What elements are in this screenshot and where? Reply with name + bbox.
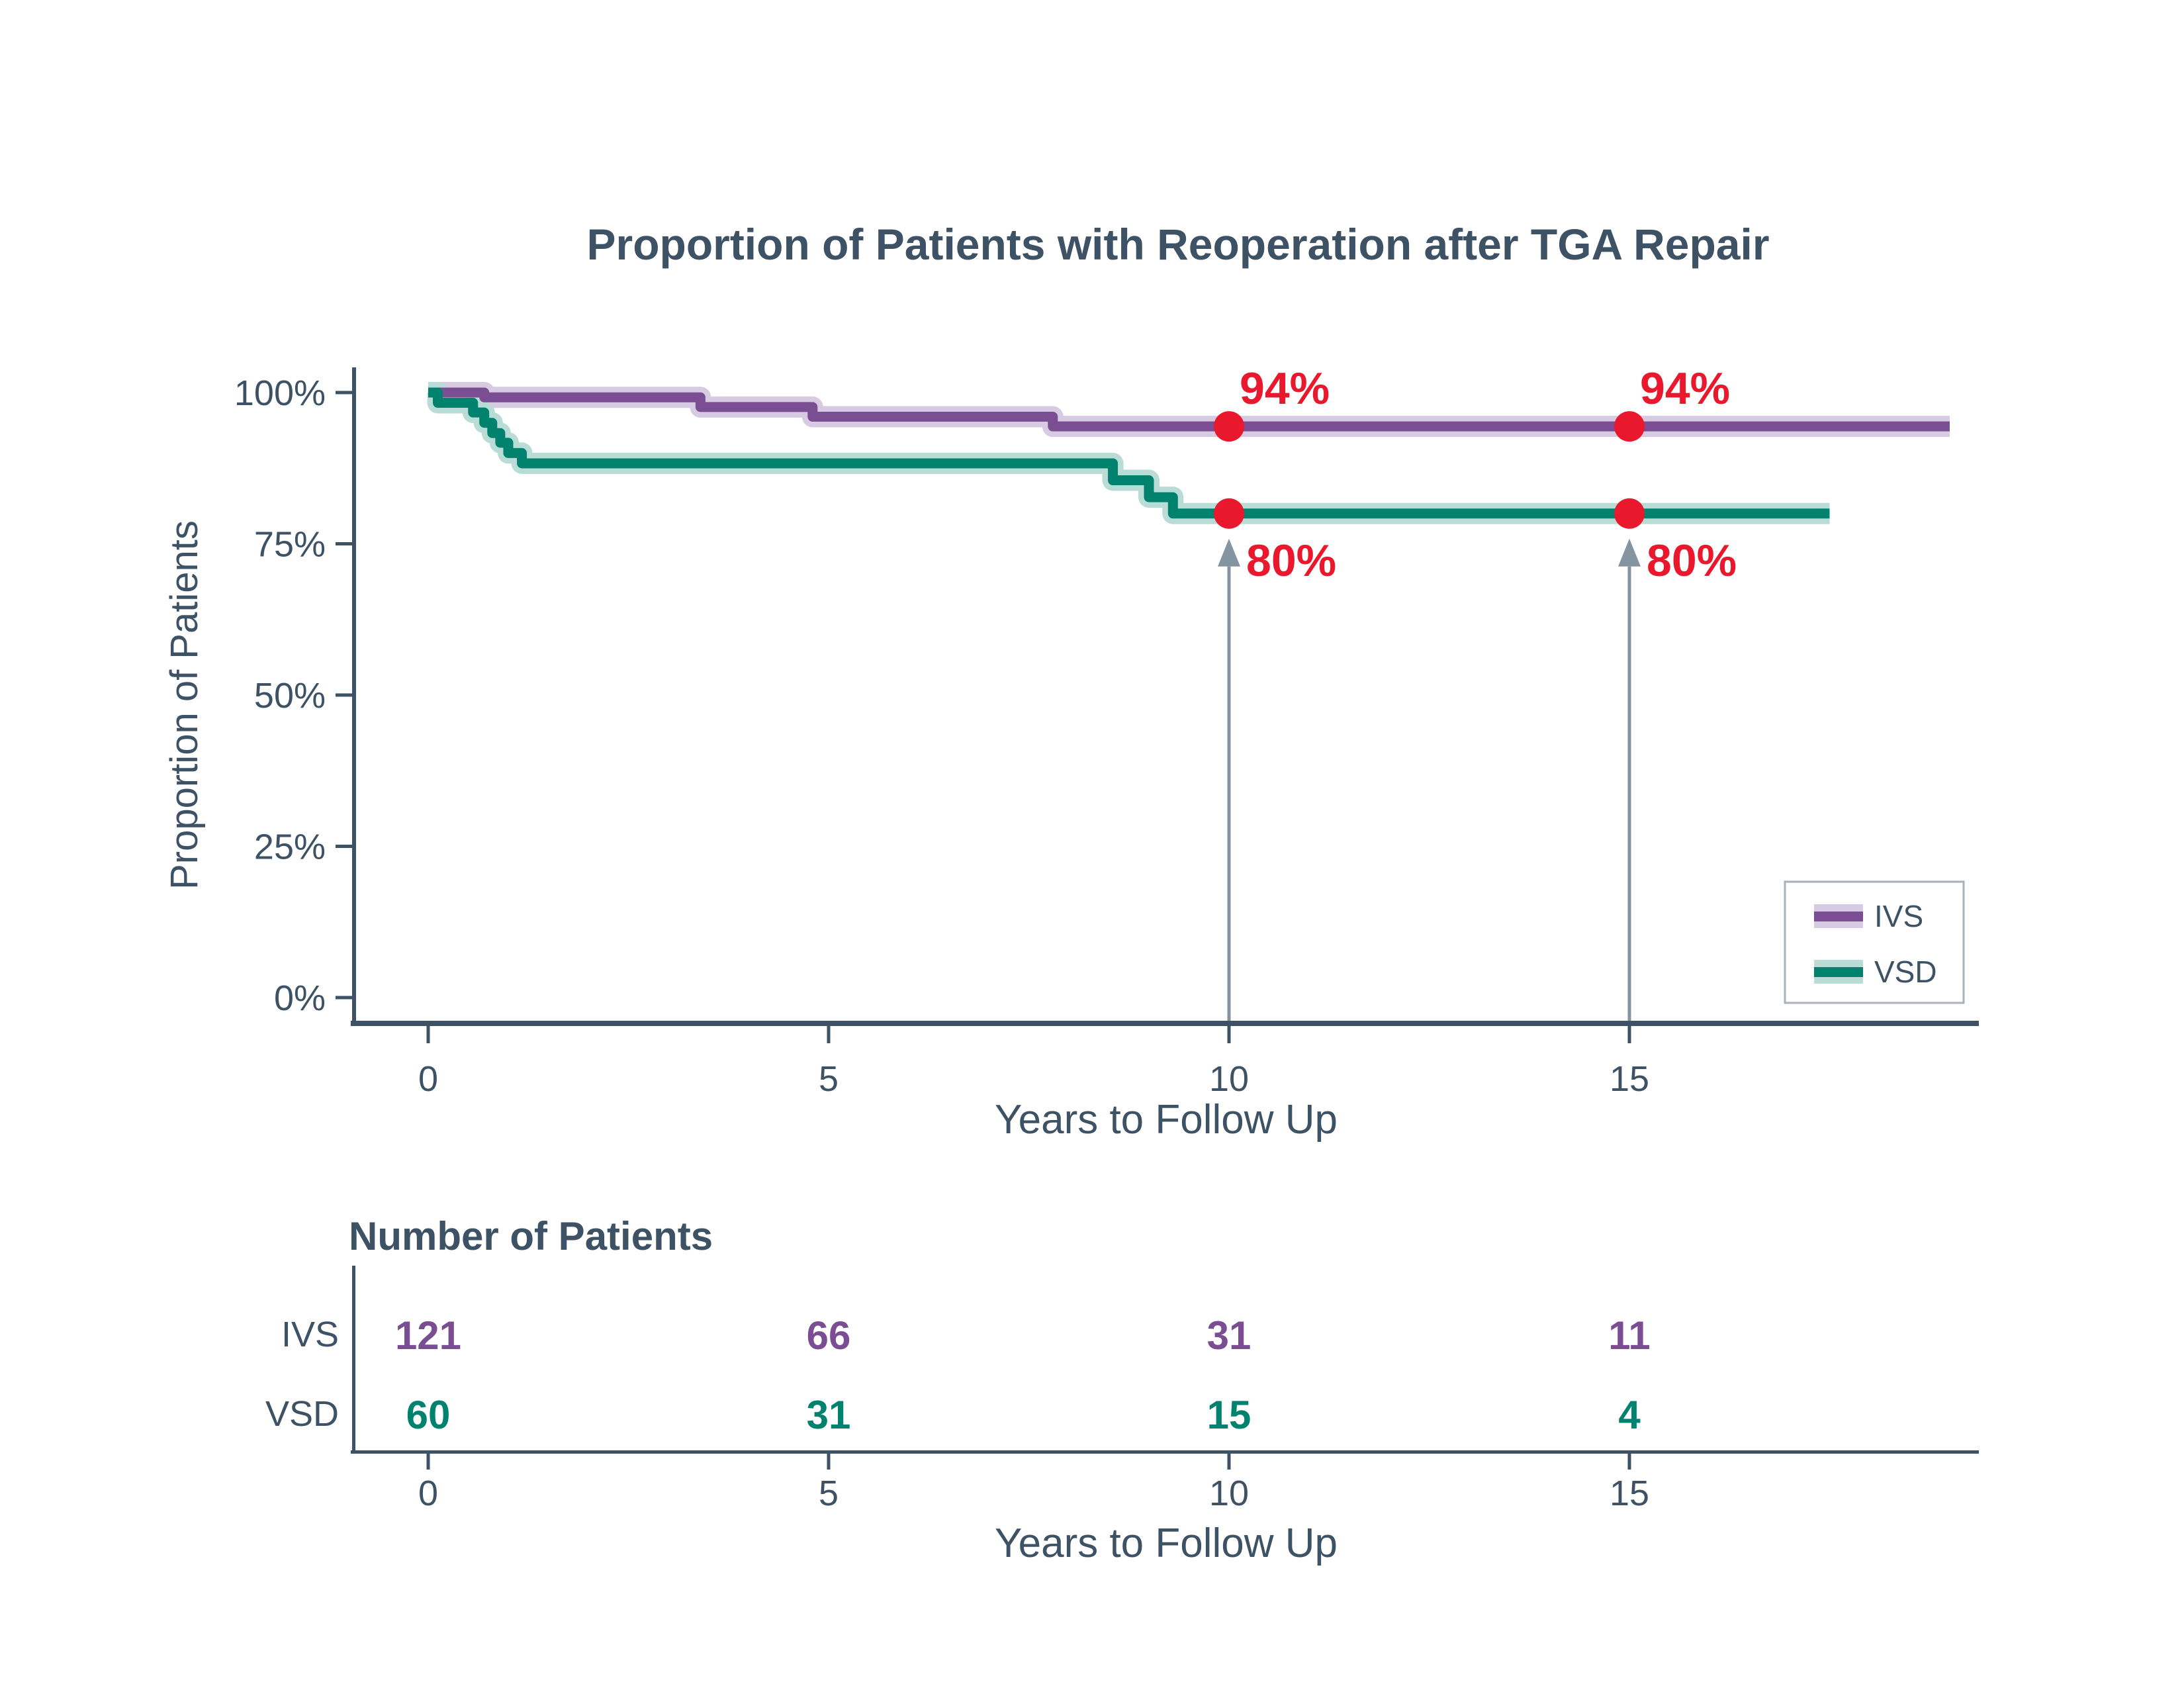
x-tick-label: 0 (418, 1059, 438, 1099)
x-tick-mark (1627, 1023, 1631, 1043)
risk-count-ivs: 11 (1608, 1313, 1650, 1358)
risk-count-vsd: 60 (406, 1393, 451, 1437)
table-tick-label: 5 (819, 1474, 839, 1513)
annotation-dot (1214, 411, 1244, 442)
risk-count-ivs: 66 (807, 1313, 851, 1358)
survival-curve-ivs (428, 387, 1950, 432)
risk-table-left-axis (352, 1266, 355, 1452)
annotation-dot (1614, 411, 1645, 442)
survival-curve-vsd (428, 387, 1830, 519)
chart-title: Proportion of Patients with Reoperation … (586, 220, 1769, 269)
risk-count-vsd: 4 (1618, 1393, 1641, 1437)
y-tick-label: 25% (254, 827, 326, 867)
x-tick-label: 15 (1610, 1059, 1649, 1099)
risk-table-row-label-vsd: VSD (265, 1394, 339, 1434)
table-tick-label: 15 (1610, 1474, 1649, 1513)
y-tick-label: 0% (274, 978, 326, 1018)
x-axis-title: Years to Follow Up (995, 1097, 1338, 1143)
risk-table-row-label-ivs: IVS (281, 1315, 339, 1354)
x-tick-label: 10 (1209, 1059, 1249, 1099)
y-tick-mark (336, 996, 354, 1000)
survival-curves-layer (428, 387, 1950, 519)
risk-count-ivs: 31 (1207, 1313, 1251, 1358)
table-tick-mark (1627, 1452, 1631, 1470)
table-tick-mark (1227, 1452, 1231, 1470)
risk-count-vsd: 31 (807, 1393, 851, 1437)
table-tick-label: 10 (1209, 1474, 1249, 1513)
table-tick-label: 0 (418, 1474, 438, 1513)
y-tick-mark (336, 542, 354, 545)
risk-table-ticks-layer: 0 5 10 15 (418, 1452, 1649, 1513)
annotation-label: 80% (1246, 536, 1336, 586)
risk-table-x-axis-title: Years to Follow Up (995, 1521, 1338, 1566)
risk-table: Number of Patients IVS VSD 121 66 31 11 60 31… (265, 1214, 1979, 1566)
risk-table-values-layer: 121 66 31 11 60 31 15 4 (395, 1313, 1651, 1437)
arrow-head-up-icon (1218, 538, 1240, 567)
legend-label-vsd: VSD (1874, 955, 1937, 989)
table-tick-mark (827, 1452, 831, 1470)
legend-swatch-vsd-line (1814, 967, 1863, 977)
annotation-label: 80% (1647, 536, 1737, 586)
y-tick-mark (336, 845, 354, 848)
risk-table-title: Number of Patients (349, 1214, 713, 1258)
risk-table-bottom-axis (351, 1450, 1979, 1454)
legend-swatch-ivs-line (1814, 912, 1863, 921)
annotation-arrows-layer (1218, 538, 1641, 1021)
legend: IVS VSD (1784, 880, 1965, 1004)
y-tick-label: 50% (254, 676, 326, 716)
x-axis-line (351, 1021, 1979, 1026)
x-tick-mark (1227, 1023, 1231, 1043)
arrow-shaft (1227, 566, 1231, 1021)
annotation-labels-layer: 94% 94% 80% 80% (1240, 363, 1737, 586)
y-tick-mark (336, 693, 354, 697)
annotation-dot (1214, 498, 1244, 529)
x-tick-mark (426, 1023, 430, 1043)
ci-band-vsd (427, 382, 1830, 524)
y-tick-label: 100% (234, 373, 326, 413)
table-tick-mark (426, 1452, 430, 1470)
annotation-dots-layer (1214, 411, 1645, 529)
annotation-label: 94% (1240, 363, 1330, 414)
x-tick-mark (827, 1023, 831, 1043)
arrow-shaft (1627, 566, 1631, 1021)
legend-label-ivs: IVS (1874, 899, 1923, 933)
x-tick-label: 5 (819, 1059, 839, 1099)
axis-ticks-layer: 0 5 10 15 0% 25% 50% 75% 100% (234, 373, 1649, 1099)
risk-count-ivs: 121 (395, 1313, 461, 1358)
y-tick-mark (336, 391, 354, 395)
risk-count-vsd: 15 (1207, 1393, 1251, 1437)
annotation-label: 94% (1640, 363, 1730, 414)
annotation-dot (1614, 498, 1645, 529)
y-axis-title: Proportion of Patients (163, 520, 206, 890)
y-tick-label: 75% (254, 525, 326, 565)
arrow-head-up-icon (1618, 538, 1641, 567)
